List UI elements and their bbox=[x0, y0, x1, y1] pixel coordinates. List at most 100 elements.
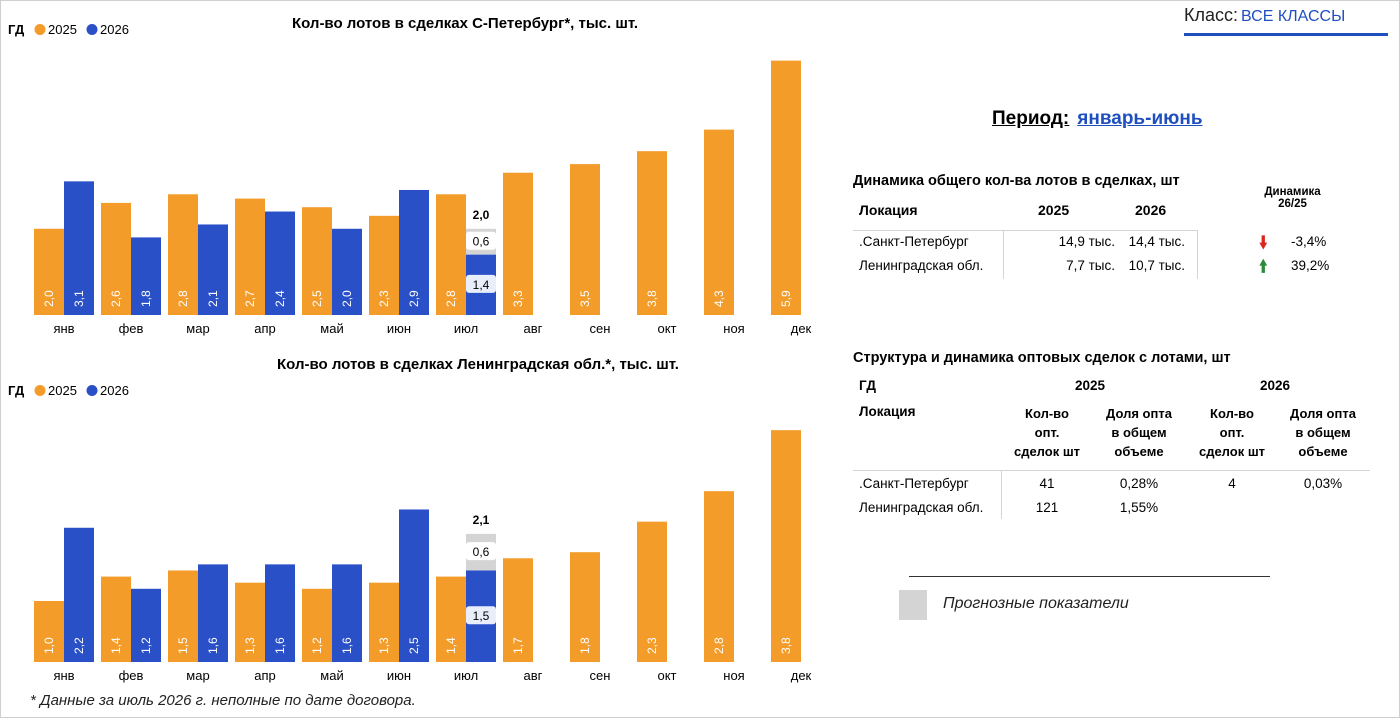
value-label-2025-июл: 2,8 bbox=[444, 290, 458, 307]
value-label-2026-июн: 2,5 bbox=[407, 637, 421, 654]
value-label-2025-авг: 3,3 bbox=[511, 290, 525, 307]
row-location: .Санкт-Петербург bbox=[859, 476, 969, 491]
tick-label-мар: мар bbox=[186, 668, 209, 683]
header-line: Кол-во bbox=[1210, 406, 1254, 421]
bar-2025-апр[interactable] bbox=[235, 198, 265, 315]
value-label-2026-фев: 1,8 bbox=[139, 290, 153, 307]
value-label-2025-сен: 3,5 bbox=[578, 290, 592, 307]
forecast-total-label: 2,1 bbox=[473, 513, 490, 527]
period-selector[interactable]: Период: январь-июнь bbox=[992, 108, 1203, 130]
bar-2026-мар[interactable] bbox=[198, 224, 228, 315]
value-label-2026-апр: 1,6 bbox=[273, 637, 287, 654]
value-label-2025-янв: 2,0 bbox=[42, 290, 56, 307]
bar-2025-мар[interactable] bbox=[168, 570, 198, 662]
dynamics-header-change: Динамика 26/25 bbox=[1250, 186, 1335, 210]
dynamics-table-title: Динамика общего кол-ва лотов в сделках, … bbox=[853, 173, 1180, 189]
header-line: опт. bbox=[1219, 425, 1245, 440]
bar-2025-июл[interactable] bbox=[436, 194, 466, 315]
bar-2026-янв[interactable] bbox=[64, 181, 94, 315]
chart-title: Кол-во лотов в сделках С-Петербург*, тыс… bbox=[292, 15, 638, 32]
tick-label-фев: фев bbox=[119, 321, 144, 336]
dynamics-header-change-line1: Динамика bbox=[1264, 186, 1321, 198]
arrow-down-icon: 🠛 bbox=[1259, 233, 1268, 252]
row-2026: 14,4 тыс. bbox=[1128, 234, 1185, 249]
forecast-legend-divider bbox=[909, 576, 1270, 577]
value-label-2025-апр: 1,3 bbox=[243, 637, 257, 654]
value-label-2026-фев: 1,2 bbox=[139, 637, 153, 654]
legend-2025-swatch[interactable] bbox=[34, 24, 46, 35]
bar-2025-дек[interactable] bbox=[771, 60, 801, 315]
dynamics-header-divider bbox=[853, 230, 1198, 231]
legend-2025-label[interactable]: 2025 bbox=[48, 22, 77, 37]
bar-2025-фев[interactable] bbox=[101, 576, 131, 662]
bar-2025-апр[interactable] bbox=[235, 582, 265, 662]
tick-label-янв: янв bbox=[53, 668, 74, 683]
bar-2025-авг[interactable] bbox=[503, 558, 533, 662]
bar-2025-дек[interactable] bbox=[771, 430, 801, 662]
value-label-2026-янв: 2,2 bbox=[72, 637, 86, 654]
bar-2026-апр[interactable] bbox=[265, 564, 295, 662]
bar-2025-янв[interactable] bbox=[34, 600, 64, 662]
bar-2025-янв[interactable] bbox=[34, 228, 64, 315]
tick-label-мар: мар bbox=[186, 321, 209, 336]
bar-2025-авг[interactable] bbox=[503, 172, 533, 315]
bar-2025-июн[interactable] bbox=[369, 582, 399, 662]
legend-2026-swatch[interactable] bbox=[86, 24, 98, 35]
legend-2025-swatch[interactable] bbox=[34, 385, 46, 396]
bar-2025-ноя[interactable] bbox=[704, 129, 734, 315]
bar-2025-сен[interactable] bbox=[570, 552, 600, 662]
bar-2026-май[interactable] bbox=[332, 564, 362, 662]
bar-2025-окт[interactable] bbox=[637, 151, 667, 315]
value-label-2026-янв: 3,1 bbox=[72, 290, 86, 307]
legend-title: ГД bbox=[8, 22, 25, 37]
bar-2026-фев[interactable] bbox=[131, 588, 161, 662]
value-label-2025-окт: 3,8 bbox=[645, 290, 659, 307]
forecast-added-label-box bbox=[466, 542, 496, 561]
bar-2026-июн[interactable] bbox=[399, 509, 429, 662]
tick-label-июл: июл bbox=[454, 321, 478, 336]
value-label-2025-мар: 1,5 bbox=[176, 637, 190, 654]
bar-2025-июн[interactable] bbox=[369, 215, 399, 315]
value-label-2025-апр: 2,7 bbox=[243, 290, 257, 307]
class-filter[interactable]: Класс: ВСЕ КЛАССЫ bbox=[1184, 5, 1388, 36]
legend-2026-label[interactable]: 2026 bbox=[100, 22, 129, 37]
legend-2026-label[interactable]: 2026 bbox=[100, 383, 129, 398]
value-label-2025-дек: 3,8 bbox=[779, 637, 793, 654]
class-filter-value[interactable]: ВСЕ КЛАССЫ bbox=[1241, 8, 1346, 25]
forecast-total-label: 2,0 bbox=[473, 208, 490, 222]
wholesale-year-2025: 2025 bbox=[1075, 378, 1106, 393]
tick-label-янв: янв bbox=[53, 321, 74, 336]
bar-2025-окт[interactable] bbox=[637, 521, 667, 662]
bar-2025-ноя[interactable] bbox=[704, 491, 734, 662]
bar-2025-сен[interactable] bbox=[570, 164, 600, 315]
tick-label-май: май bbox=[320, 321, 343, 336]
row-share-2026: 0,03% bbox=[1303, 476, 1343, 491]
bar-2025-июл[interactable] bbox=[436, 576, 466, 662]
period-value[interactable]: январь-июнь bbox=[1077, 108, 1203, 129]
value-label-2025-май: 1,2 bbox=[310, 637, 324, 654]
wholesale-col-divider bbox=[1001, 471, 1002, 519]
tick-label-фев: фев bbox=[119, 668, 144, 683]
bar-2026-апр[interactable] bbox=[265, 211, 295, 315]
legend-2025-label[interactable]: 2025 bbox=[48, 383, 77, 398]
wholesale-header-count-2026: Кол-во опт. сделок шт bbox=[1190, 404, 1274, 461]
legend-2026-swatch[interactable] bbox=[86, 385, 98, 396]
row-count-2025: 41 bbox=[1039, 476, 1055, 491]
period-label: Период: bbox=[992, 108, 1070, 129]
row-2025: 14,9 тыс. bbox=[1058, 234, 1115, 249]
bar-2026-янв[interactable] bbox=[64, 527, 94, 662]
bar-2025-фев[interactable] bbox=[101, 202, 131, 315]
bar-2026-мар[interactable] bbox=[198, 564, 228, 662]
bar-2026-июн[interactable] bbox=[399, 189, 429, 315]
value-label-2025-янв: 1,0 bbox=[42, 637, 56, 654]
header-line: сделок шт bbox=[1013, 444, 1081, 459]
value-label-2026-июн: 2,9 bbox=[407, 290, 421, 307]
bar-2025-мар[interactable] bbox=[168, 194, 198, 315]
header-line: сделок шт bbox=[1198, 444, 1266, 459]
row-count-2025: 121 bbox=[1035, 500, 1059, 515]
bar-2025-май[interactable] bbox=[302, 588, 332, 662]
bar-2026-май[interactable] bbox=[332, 228, 362, 315]
value-label-2025-фев: 1,4 bbox=[109, 637, 123, 654]
bar-2026-фев[interactable] bbox=[131, 237, 161, 315]
bar-2025-май[interactable] bbox=[302, 207, 332, 315]
